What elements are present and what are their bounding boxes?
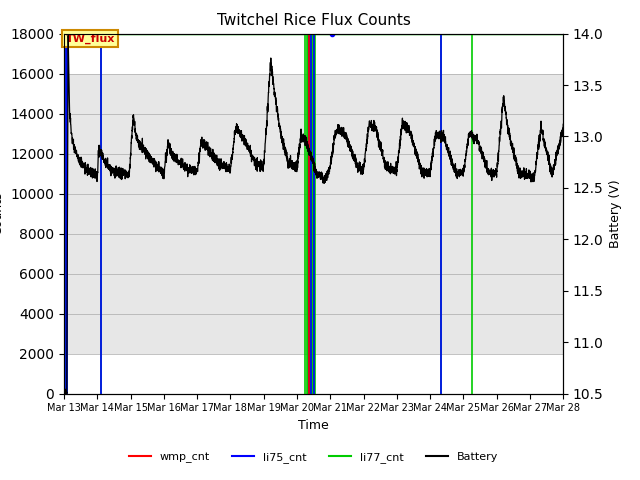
Title: Twitchel Rice Flux Counts: Twitchel Rice Flux Counts bbox=[217, 13, 410, 28]
Y-axis label: Battery (V): Battery (V) bbox=[609, 180, 622, 248]
Bar bbox=[64, 73, 563, 354]
Text: TW_flux: TW_flux bbox=[66, 34, 115, 44]
X-axis label: Time: Time bbox=[298, 419, 329, 432]
Y-axis label: Counts: Counts bbox=[0, 192, 4, 235]
Legend: wmp_cnt, li75_cnt, li77_cnt, Battery: wmp_cnt, li75_cnt, li77_cnt, Battery bbox=[124, 447, 503, 467]
